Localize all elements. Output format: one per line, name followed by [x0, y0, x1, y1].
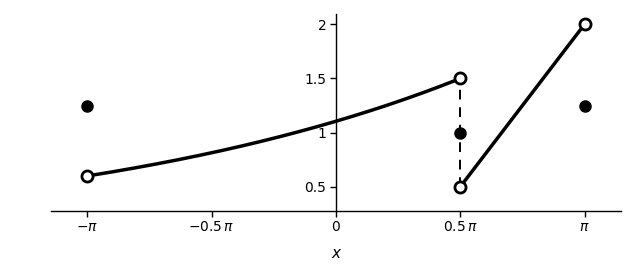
Text: x: x: [332, 246, 340, 261]
